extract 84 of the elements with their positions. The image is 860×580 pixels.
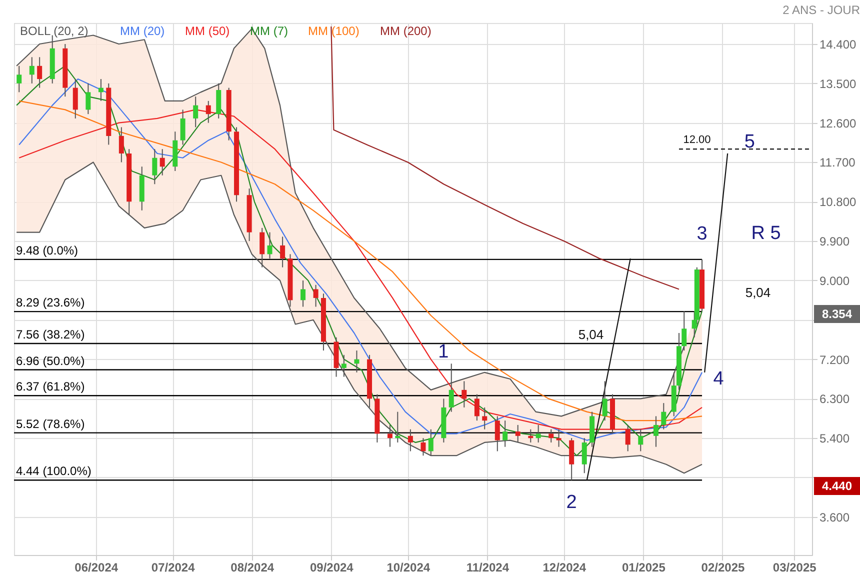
candlestick	[408, 428, 413, 452]
candlestick	[536, 424, 541, 443]
ref-line-label: 9.48 (0.0%)	[16, 243, 78, 258]
annotation: 3	[696, 223, 708, 244]
annotation: R 5	[751, 223, 781, 244]
y-tick-label: 9.900	[820, 234, 850, 249]
y-tick-label: 11.700	[820, 156, 856, 170]
text: MM (100)	[308, 24, 360, 38]
series-label: BOLL (20, 2)	[20, 24, 88, 38]
y-tick-label: 6.300	[820, 392, 850, 406]
candlestick	[387, 424, 392, 448]
candlestick	[482, 406, 488, 430]
candlestick	[260, 227, 265, 268]
x-tick-label: 11/2024	[466, 560, 510, 574]
y-tick-label: 3.600	[820, 510, 850, 524]
candlestick	[395, 411, 400, 443]
text: 8.354	[822, 307, 852, 321]
ref-line-label: 6.96 (50.0%)	[16, 354, 85, 368]
candlestick	[556, 428, 562, 448]
candlestick	[160, 148, 165, 176]
ref-line-label: 5.52 (78.6%)	[16, 416, 85, 431]
candlestick	[474, 394, 480, 422]
x-tick-label: 01/2025	[622, 560, 666, 574]
ref-line-label: 4.44 (100.0%)	[16, 464, 92, 478]
candlestick	[448, 363, 454, 412]
y-tick-label: 5.400	[820, 432, 850, 446]
y-tick-label: 10.800	[820, 195, 857, 210]
candlestick	[638, 428, 644, 452]
candlestick	[462, 380, 467, 408]
candlestick	[206, 100, 211, 124]
annotation: 5,04	[745, 285, 771, 300]
candlestick	[267, 232, 272, 260]
text: MM (20)	[120, 24, 165, 38]
candlestick	[300, 280, 306, 308]
annotation: 4	[713, 368, 724, 390]
annotation: 1	[438, 342, 449, 363]
candlestick	[528, 428, 534, 443]
x-tick-label: 12/2024	[542, 560, 586, 574]
y-tick-label: 12.600	[820, 116, 857, 130]
annotation: 2	[566, 492, 577, 514]
candlestick	[152, 148, 158, 185]
candlestick	[428, 428, 434, 456]
text: MM (50)	[185, 24, 230, 38]
candlestick	[494, 416, 500, 452]
x-tick-label: 10/2024	[386, 560, 430, 574]
candlestick	[280, 236, 286, 268]
text: MM (200)	[380, 24, 432, 38]
ref-line-label: 8.29 (23.6%)	[16, 296, 85, 310]
x-tick-label: 03/2025	[772, 560, 817, 574]
candlestick	[72, 78, 78, 119]
candlestick	[661, 402, 666, 430]
x-tick-label: 07/2024	[151, 560, 196, 574]
annotation: 12.00	[683, 134, 711, 146]
candlestick	[118, 126, 124, 163]
candlestick	[515, 424, 520, 443]
candlestick	[341, 354, 346, 378]
y-tick-label: 13.500	[820, 76, 857, 91]
ref-line-label: 6.37 (61.8%)	[16, 380, 85, 394]
candlestick	[29, 56, 34, 84]
candlestick	[193, 96, 198, 128]
chart-subtitle: 2 ANS - JOUR	[782, 3, 860, 17]
annotation: 5,04	[578, 327, 604, 342]
x-tick-label: 02/2025	[701, 560, 745, 574]
candlestick	[625, 424, 630, 452]
candlestick	[37, 56, 42, 88]
candlestick	[502, 420, 508, 448]
candlestick	[86, 82, 91, 115]
text: 4.440	[822, 479, 852, 493]
y-tick-label: 14.400	[820, 38, 857, 52]
line-series	[330, 26, 680, 290]
x-tick-label: 06/2024	[74, 560, 118, 574]
candlestick	[180, 109, 186, 146]
annotation: 5	[744, 131, 755, 152]
candlestick	[420, 438, 426, 456]
x-tick-label: 08/2024	[230, 560, 274, 574]
candlestick	[653, 416, 658, 448]
candlestick	[313, 284, 318, 308]
candlestick	[98, 78, 104, 102]
y-tick-label: 9.000	[820, 274, 850, 288]
x-tick-label: 09/2024	[310, 560, 354, 574]
candlestick	[354, 350, 360, 373]
ref-line-label: 7.56 (38.2%)	[16, 328, 85, 342]
y-tick-label: 7.200	[820, 352, 850, 367]
candlestick	[548, 428, 554, 443]
